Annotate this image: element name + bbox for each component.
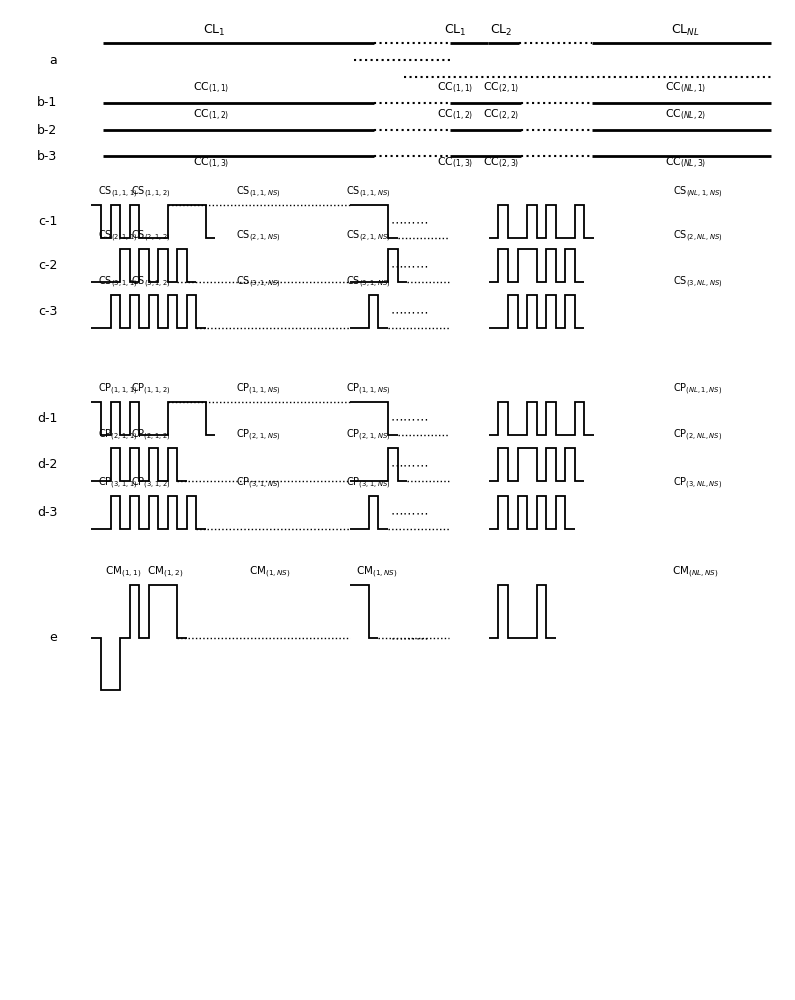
- Text: CS$_{(3,1,1)}$: CS$_{(3,1,1)}$: [98, 275, 138, 290]
- Text: CC$_{(NL,3)}$: CC$_{(NL,3)}$: [665, 156, 706, 170]
- Text: $\cdots\cdots\cdots$: $\cdots\cdots\cdots$: [390, 305, 429, 318]
- Text: c-2: c-2: [38, 259, 57, 272]
- Text: CC$_{(1,2)}$: CC$_{(1,2)}$: [437, 108, 474, 122]
- Text: CC$_{(1,1)}$: CC$_{(1,1)}$: [437, 81, 474, 95]
- Text: CP$_{(2,1,2)}$: CP$_{(2,1,2)}$: [131, 428, 171, 443]
- Text: CP$_{(1,1,1)}$: CP$_{(1,1,1)}$: [98, 382, 138, 397]
- Text: CS$_{(2,1,NS)}$: CS$_{(2,1,NS)}$: [236, 229, 281, 244]
- Text: CC$_{(1,3)}$: CC$_{(1,3)}$: [192, 156, 229, 170]
- Text: d-1: d-1: [37, 412, 57, 425]
- Text: CP$_{(3,NL,NS)}$: CP$_{(3,NL,NS)}$: [673, 476, 723, 491]
- Text: CC$_{(2,2)}$: CC$_{(2,2)}$: [483, 108, 519, 122]
- Text: CC$_{(1,2)}$: CC$_{(1,2)}$: [192, 108, 229, 122]
- Text: CS$_{(3,NL,NS)}$: CS$_{(3,NL,NS)}$: [673, 275, 723, 290]
- Text: CC$_{(1,3)}$: CC$_{(1,3)}$: [437, 156, 474, 170]
- Text: CS$_{(1,1,NS)}$: CS$_{(1,1,NS)}$: [236, 185, 281, 200]
- Text: CS$_{(1,1,NS)}$: CS$_{(1,1,NS)}$: [346, 185, 390, 200]
- Text: CP$_{(2,NL,NS)}$: CP$_{(2,NL,NS)}$: [673, 428, 723, 443]
- Text: CL$_{NL}$: CL$_{NL}$: [671, 23, 700, 38]
- Text: CM$_{(1,NS)}$: CM$_{(1,NS)}$: [356, 565, 398, 580]
- Text: CC$_{(2,1)}$: CC$_{(2,1)}$: [483, 81, 519, 95]
- Text: CP$_{(NL,1,NS)}$: CP$_{(NL,1,NS)}$: [673, 382, 723, 397]
- Text: CP$_{(3,1,NS)}$: CP$_{(3,1,NS)}$: [346, 476, 390, 491]
- Text: $\cdots\cdots\cdots$: $\cdots\cdots\cdots$: [390, 215, 429, 228]
- Text: CP$_{(1,1,NS)}$: CP$_{(1,1,NS)}$: [236, 382, 281, 397]
- Text: e: e: [49, 631, 57, 644]
- Text: CL$_2$: CL$_2$: [491, 23, 513, 38]
- Text: CL$_1$: CL$_1$: [204, 23, 226, 38]
- Text: CP$_{(3,1,2)}$: CP$_{(3,1,2)}$: [131, 476, 171, 491]
- Text: CP$_{(3,1,NS)}$: CP$_{(3,1,NS)}$: [236, 476, 281, 491]
- Text: CC$_{(NL,1)}$: CC$_{(NL,1)}$: [665, 81, 706, 95]
- Text: CS$_{(2,NL,NS)}$: CS$_{(2,NL,NS)}$: [673, 229, 723, 244]
- Text: CM$_{(1,1)}$: CM$_{(1,1)}$: [105, 565, 142, 580]
- Text: CP$_{(3,1,1)}$: CP$_{(3,1,1)}$: [98, 476, 138, 491]
- Text: CS$_{(3,1,NS)}$: CS$_{(3,1,NS)}$: [346, 275, 390, 290]
- Text: CS$_{(2,1,1)}$: CS$_{(2,1,1)}$: [98, 229, 138, 244]
- Text: b-3: b-3: [37, 149, 57, 162]
- Text: CS$_{(2,1,2)}$: CS$_{(2,1,2)}$: [131, 229, 171, 244]
- Text: CM$_{(1,NS)}$: CM$_{(1,NS)}$: [250, 565, 291, 580]
- Text: CC$_{(NL,2)}$: CC$_{(NL,2)}$: [665, 108, 706, 122]
- Text: $\cdots\cdots\cdots$: $\cdots\cdots\cdots$: [390, 458, 429, 471]
- Text: $\cdots\cdots\cdots$: $\cdots\cdots\cdots$: [390, 412, 429, 425]
- Text: $\cdots\cdots\cdots$: $\cdots\cdots\cdots$: [390, 631, 429, 644]
- Text: CP$_{(1,1,2)}$: CP$_{(1,1,2)}$: [131, 382, 171, 397]
- Text: CM$_{(NL,NS)}$: CM$_{(NL,NS)}$: [673, 565, 719, 580]
- Text: CP$_{(2,1,NS)}$: CP$_{(2,1,NS)}$: [236, 428, 281, 443]
- Text: CS$_{(NL,1,NS)}$: CS$_{(NL,1,NS)}$: [673, 185, 723, 200]
- Text: CS$_{(1,1,1)}$: CS$_{(1,1,1)}$: [98, 185, 138, 200]
- Text: CP$_{(2,1,1)}$: CP$_{(2,1,1)}$: [98, 428, 138, 443]
- Text: a: a: [49, 53, 57, 66]
- Text: $\cdots\cdots\cdots$: $\cdots\cdots\cdots$: [390, 259, 429, 272]
- Text: CL$_1$: CL$_1$: [444, 23, 467, 38]
- Text: $\cdots\cdots\cdots$: $\cdots\cdots\cdots$: [390, 506, 429, 519]
- Text: b-1: b-1: [37, 97, 57, 109]
- Text: CS$_{(3,1,NS)}$: CS$_{(3,1,NS)}$: [236, 275, 281, 290]
- Text: b-2: b-2: [37, 123, 57, 136]
- Text: CP$_{(2,1,NS)}$: CP$_{(2,1,NS)}$: [346, 428, 390, 443]
- Text: CP$_{(1,1,NS)}$: CP$_{(1,1,NS)}$: [346, 382, 390, 397]
- Text: d-3: d-3: [37, 506, 57, 519]
- Text: CC$_{(1,1)}$: CC$_{(1,1)}$: [192, 81, 229, 95]
- Text: c-1: c-1: [38, 215, 57, 228]
- Text: CS$_{(3,1,2)}$: CS$_{(3,1,2)}$: [131, 275, 171, 290]
- Text: CC$_{(2,3)}$: CC$_{(2,3)}$: [483, 156, 519, 170]
- Text: d-2: d-2: [37, 458, 57, 471]
- Text: CS$_{(1,1,2)}$: CS$_{(1,1,2)}$: [131, 185, 171, 200]
- Text: c-3: c-3: [38, 305, 57, 318]
- Text: CM$_{(1,2)}$: CM$_{(1,2)}$: [147, 565, 184, 580]
- Text: CS$_{(2,1,NS)}$: CS$_{(2,1,NS)}$: [346, 229, 390, 244]
